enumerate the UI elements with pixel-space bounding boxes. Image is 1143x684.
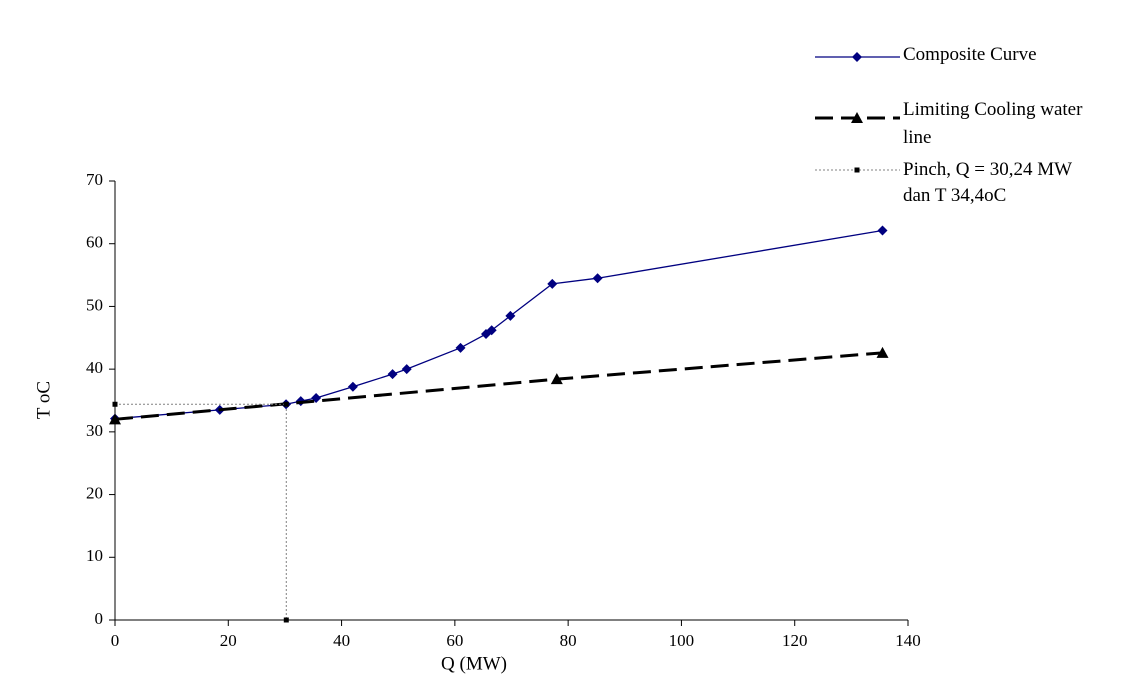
legend-label: Pinch, Q = 30,24 MW dan T 34,4oC [903,159,1072,206]
x-tick-label: 120 [782,631,808,650]
point [455,342,466,353]
y-tick-label: 10 [86,546,103,565]
x-tick-label: 60 [446,631,463,650]
point [283,617,289,623]
x-axis-label: Q (MW) [441,653,507,674]
y-axis-label: T oC [33,381,54,419]
point [109,413,121,425]
point [547,278,558,289]
legend-symbol [852,52,862,62]
legend-symbol [851,112,863,123]
point [283,401,289,407]
point [347,381,358,392]
legend-marker [851,112,863,123]
point [592,273,603,284]
point [505,310,516,321]
series-line [114,351,883,421]
legend-label: Limiting Cooling water line [903,99,1083,148]
point [550,373,563,385]
point [387,369,398,380]
x-tick-label: 40 [333,631,350,650]
y-tick-label: 70 [86,170,103,189]
legend-symbol [854,167,860,173]
point [876,346,889,358]
y-tick-label: 30 [86,421,103,440]
x-tick-label: 140 [895,631,921,650]
y-tick-label: 40 [86,358,103,377]
point [877,225,888,236]
point [112,401,118,407]
series-line [114,229,883,420]
x-tick-label: 20 [220,631,237,650]
y-tick-label: 0 [95,609,104,628]
legend-marker [854,167,860,173]
y-tick-label: 50 [86,295,103,314]
point [401,364,412,375]
y-tick-label: 60 [86,233,103,252]
y-tick-label: 20 [86,483,103,502]
legend-label: Composite Curve [903,44,1037,65]
series-line [115,403,287,620]
x-tick-label: 0 [111,631,120,650]
x-tick-label: 80 [560,631,577,650]
x-tick-label: 100 [669,631,695,650]
point [486,325,497,336]
legend-marker [852,52,862,62]
